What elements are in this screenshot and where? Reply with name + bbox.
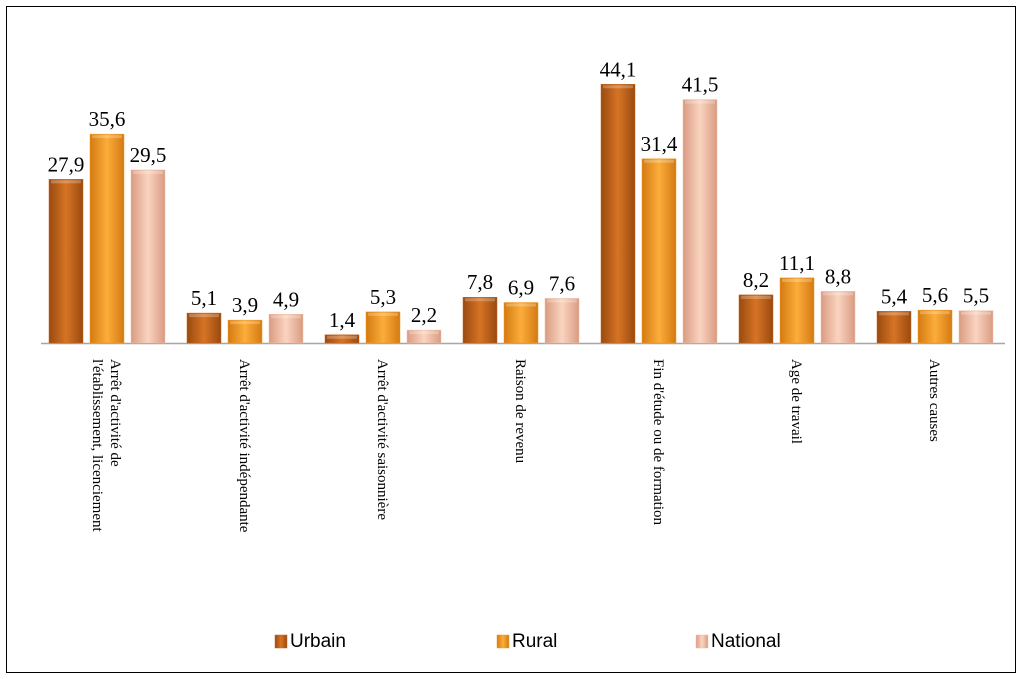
bar-bevel-national-3 xyxy=(547,299,577,303)
legend: Urbain Rural National xyxy=(274,631,781,652)
bar-national-0 xyxy=(130,169,166,344)
bars-group xyxy=(48,84,994,344)
category-label-6: Autres causes xyxy=(926,359,942,442)
value-label-national-5: 8,8 xyxy=(825,264,851,288)
bar-rural-5 xyxy=(779,277,815,344)
value-labels-group: 27,935,629,5 5,1 3,9 4,9 1,4 5,3 2,2 7,8 6,9 7,6 4… xyxy=(48,57,990,332)
bar-bevel-rural-1 xyxy=(230,321,260,325)
bar-urbain-6 xyxy=(876,311,912,344)
bar-national-2 xyxy=(406,329,442,344)
bar-bevel-rural-0 xyxy=(92,135,122,139)
bar-urbain-2 xyxy=(324,334,360,344)
category-label-3: Raison de revenu xyxy=(512,359,528,464)
category-label-5: Age de travail xyxy=(788,359,804,444)
bar-bevel-national-1 xyxy=(271,315,301,319)
bar-rural-1 xyxy=(227,319,263,344)
bar-bevel-national-0 xyxy=(133,170,163,174)
value-label-national-1: 4,9 xyxy=(273,287,299,311)
category-label-2: Arrêt d'activité saisonnière xyxy=(374,359,390,520)
legend-swatch-rural xyxy=(496,634,510,649)
bar-bevel-rural-3 xyxy=(506,303,536,307)
bar-bevel-urbain-0 xyxy=(51,180,81,184)
bar-bevel-urbain-4 xyxy=(603,85,633,89)
bar-bevel-urbain-1 xyxy=(189,314,219,318)
chart-frame: 27,9 35,6 29,5 5,1 3,9 4,9 1,4 5,3 2,2 7,8 6,9 7,6 4… xyxy=(6,6,1016,673)
value-label-rural-1: 3,9 xyxy=(232,293,258,317)
bar-rural-0 xyxy=(89,133,125,344)
value-label-national-0: 29,5 xyxy=(130,143,167,167)
value-label-rural-6: 5,6 xyxy=(922,283,948,307)
legend-label-rural: Rural xyxy=(512,631,557,652)
bar-rural-4 xyxy=(641,158,677,344)
value-label-rural-0: 35,6 xyxy=(89,107,126,131)
bar-urbain-0 xyxy=(48,179,84,344)
legend-label-urbain: Urbain xyxy=(290,631,346,652)
bar-bevel-national-6 xyxy=(961,311,991,315)
category-label-0-line1: l'établissement, licenciement xyxy=(89,359,105,532)
category-labels-group: Arrêt d'activité del'établissement, lice… xyxy=(89,359,942,533)
value-label-national-2: 2,2 xyxy=(411,303,437,327)
category-label-1: Arrêt d'activité indépendante xyxy=(236,359,252,533)
bar-national-6 xyxy=(958,310,994,344)
bar-bevel-rural-5 xyxy=(782,278,812,282)
bar-urbain-5 xyxy=(738,294,774,344)
legend-label-national: National xyxy=(711,631,781,652)
value-label-urbain-1: 5,1 xyxy=(191,286,217,310)
bar-rural-3 xyxy=(503,302,539,344)
bar-rural-6 xyxy=(917,309,953,344)
value-label-rural-3: 6,9 xyxy=(508,276,534,300)
value-label-urbain-4: 44,1 xyxy=(600,57,637,81)
bar-national-4 xyxy=(682,99,718,344)
bar-bevel-urbain-5 xyxy=(741,295,771,299)
value-label-urbain-2: 1,4 xyxy=(329,308,356,332)
category-label-4: Fin d'étude ou de formation xyxy=(650,359,666,526)
bar-national-1 xyxy=(268,314,304,344)
value-label-urbain-5: 8,2 xyxy=(743,268,769,292)
bar-bevel-urbain-3 xyxy=(465,298,495,302)
bar-urbain-3 xyxy=(462,296,498,344)
bar-bevel-national-5 xyxy=(823,292,853,296)
value-label-rural-4: 31,4 xyxy=(641,132,678,156)
bar-bevel-national-4 xyxy=(685,100,715,104)
bar-bevel-urbain-2 xyxy=(327,335,357,339)
value-label-rural-2: 5,3 xyxy=(370,285,396,309)
bar-bevel-rural-4 xyxy=(644,159,674,163)
bar-bevel-urbain-6 xyxy=(879,312,909,316)
legend-swatch-national xyxy=(695,634,709,649)
bar-bevel-rural-2 xyxy=(368,312,398,316)
bar-chart: 27,935,629,5 5,1 3,9 4,9 1,4 5,3 2,2 7,8 6,9 7,6 4… xyxy=(41,57,1005,652)
value-label-national-3: 7,6 xyxy=(549,271,575,295)
legend-swatch-urbain xyxy=(274,634,288,649)
bar-urbain-1 xyxy=(186,312,222,344)
bar-bevel-national-2 xyxy=(409,331,439,335)
bar-national-5 xyxy=(820,291,856,344)
value-label-urbain-6: 5,4 xyxy=(881,284,908,308)
value-label-national-6: 5,5 xyxy=(963,284,989,308)
value-label-rural-5: 11,1 xyxy=(779,251,815,275)
category-label-0-line0: Arrêt d'activité de xyxy=(107,359,123,467)
value-label-urbain-3: 7,8 xyxy=(467,270,493,294)
bar-national-3 xyxy=(544,298,580,344)
bar-rural-2 xyxy=(365,311,401,344)
bar-bevel-rural-6 xyxy=(920,311,950,315)
value-label-national-4: 41,5 xyxy=(682,73,719,97)
value-label-urbain-0: 27,9 xyxy=(48,152,85,176)
bar-urbain-4 xyxy=(600,84,636,344)
